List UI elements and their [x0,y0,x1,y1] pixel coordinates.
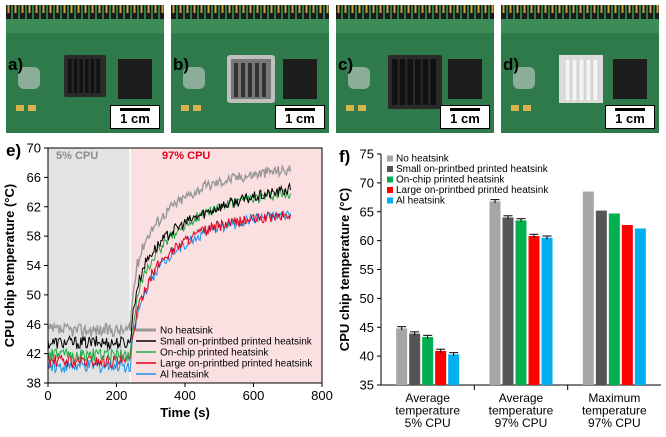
scale-bar-label: 1 cm [615,111,645,126]
category-label-1-3: 5% CPU [405,416,451,430]
y-tick-label-3: 50 [27,287,41,302]
category-label-3-3: 97% CPU [588,416,641,430]
bar-2-5 [541,237,553,385]
bar-3-2 [595,210,607,385]
y-tick-label-7: 66 [27,170,41,185]
x-tick-label-1: 200 [106,388,128,403]
raspberry-pi-photo-3 [336,5,494,133]
y-tick-label-5: 60 [360,233,374,248]
scale-bar-4: 1 cm [605,105,655,129]
y-tick-label-8: 75 [360,147,374,162]
cpu-region-label-1: 5% CPU [56,150,98,162]
bar-2-4 [528,236,540,385]
y-tick-label-0: 35 [360,378,374,393]
y-tick-label-0: 38 [27,376,41,391]
bar-2-2 [502,217,514,385]
legend-swatch-4 [387,187,393,193]
scale-bar-line [450,108,480,111]
y-tick-label-1: 40 [360,349,374,364]
x-tick-label-3: 600 [243,388,265,403]
category-label-3-2: temperature [582,404,647,418]
legend-label-5: Al heatsink [396,196,446,207]
scale-bar-label: 1 cm [120,111,150,126]
series-line-2 [47,182,291,351]
legend-label-4: Large on-printbed printed heatsink [396,185,549,196]
scale-bar-label: 1 cm [450,111,480,126]
x-tick-label-0: 0 [44,388,51,403]
legend-label-5: Al heatsink [160,370,210,381]
series-line-5 [47,210,291,374]
y-tick-label-6: 62 [27,199,41,214]
bar-chart-temperature-summary: f) 35 40 45 50 55 60 65 70 75 CPU chip temperature… [337,147,661,430]
y-tick-label-7: 70 [360,175,374,190]
legend-swatch-5 [387,197,393,204]
legend-swatch-2 [387,166,393,172]
bar-2-1 [489,201,501,385]
category-label-2-3: 97% CPU [495,416,548,430]
bar-1-1 [396,328,408,385]
bar-2-3 [515,220,527,385]
category-label-3-1: Maximum [588,391,640,405]
line-chart-temperature-vs-time: 5% CPU 97% CPU 0 200 400 600 800 38 42 46 50 54 58 62… [2,141,333,421]
panel-label-e: e) [6,141,21,160]
scale-bar-1: 1 cm [110,105,160,129]
legend-label-2: Small on-printbed printed heatsink [396,164,549,175]
legend-label-3: On-chip printed heatsink [396,175,505,186]
y-axis-label: CPU chip temperature (°C) [2,184,17,347]
legend-label-2: Small on-printbed printed heatsink [160,337,313,348]
bar-1-5 [448,354,460,385]
cpu-region-label-2: 97% CPU [162,150,210,162]
x-axis-label: Time (s) [160,405,210,420]
y-tick-label-3: 50 [360,291,374,306]
bar-3-5 [634,228,646,385]
panel-label-3: c) [338,55,354,74]
x-tick-label-2: 400 [174,388,196,403]
y-tick-label-4: 55 [360,262,374,277]
legend-label-1: No heatsink [396,154,450,165]
panel-label-4: d) [503,55,520,74]
legend-label-4: Large on-printbed printed heatsink [160,359,313,370]
y-tick-label-1: 42 [27,346,41,361]
panel-label-1: a) [8,55,24,74]
panel-label-2: b) [173,55,190,74]
legend-label-1: No heatsink [160,326,214,337]
raspberry-pi-photo-1 [6,5,164,133]
category-label-1-2: temperature [395,404,460,418]
scale-bar-label: 1 cm [285,111,315,126]
scale-bar-2: 1 cm [275,105,325,129]
panel-label-f: f) [339,147,350,166]
x-tick-label-4: 800 [311,388,333,403]
y-tick-label-6: 65 [360,204,374,219]
series-line-1 [47,164,292,338]
scale-bar-3: 1 cm [440,105,490,129]
series-line-4 [47,211,291,368]
scale-bar-line [120,108,150,111]
legend-label-3: On-chip printed heatsink [160,348,269,359]
y-tick-label-2: 46 [27,317,41,332]
scale-bar-line [285,108,315,111]
category-label-2-2: temperature [489,404,554,418]
scale-bar-line [615,108,645,111]
bar-1-4 [435,350,447,385]
category-label-1-1: Average [405,391,450,405]
bar-1-2 [409,333,421,385]
legend-swatch-3 [387,176,393,183]
category-label-2-1: Average [499,391,544,405]
y-tick-label-2: 45 [360,320,374,335]
bar-3-1 [582,191,594,385]
y-tick-label-4: 54 [27,258,41,273]
series-line-3 [47,188,291,363]
legend-swatch-1 [387,155,393,162]
y-tick-label-5: 58 [27,229,41,244]
bar-3-3 [608,213,620,385]
bar-1-3 [422,337,434,385]
bar-3-4 [621,225,633,385]
raspberry-pi-photo-4 [501,5,659,133]
y-axis-label: CPU chip temperature (°C) [337,188,352,351]
y-tick-label-8: 70 [27,141,41,156]
